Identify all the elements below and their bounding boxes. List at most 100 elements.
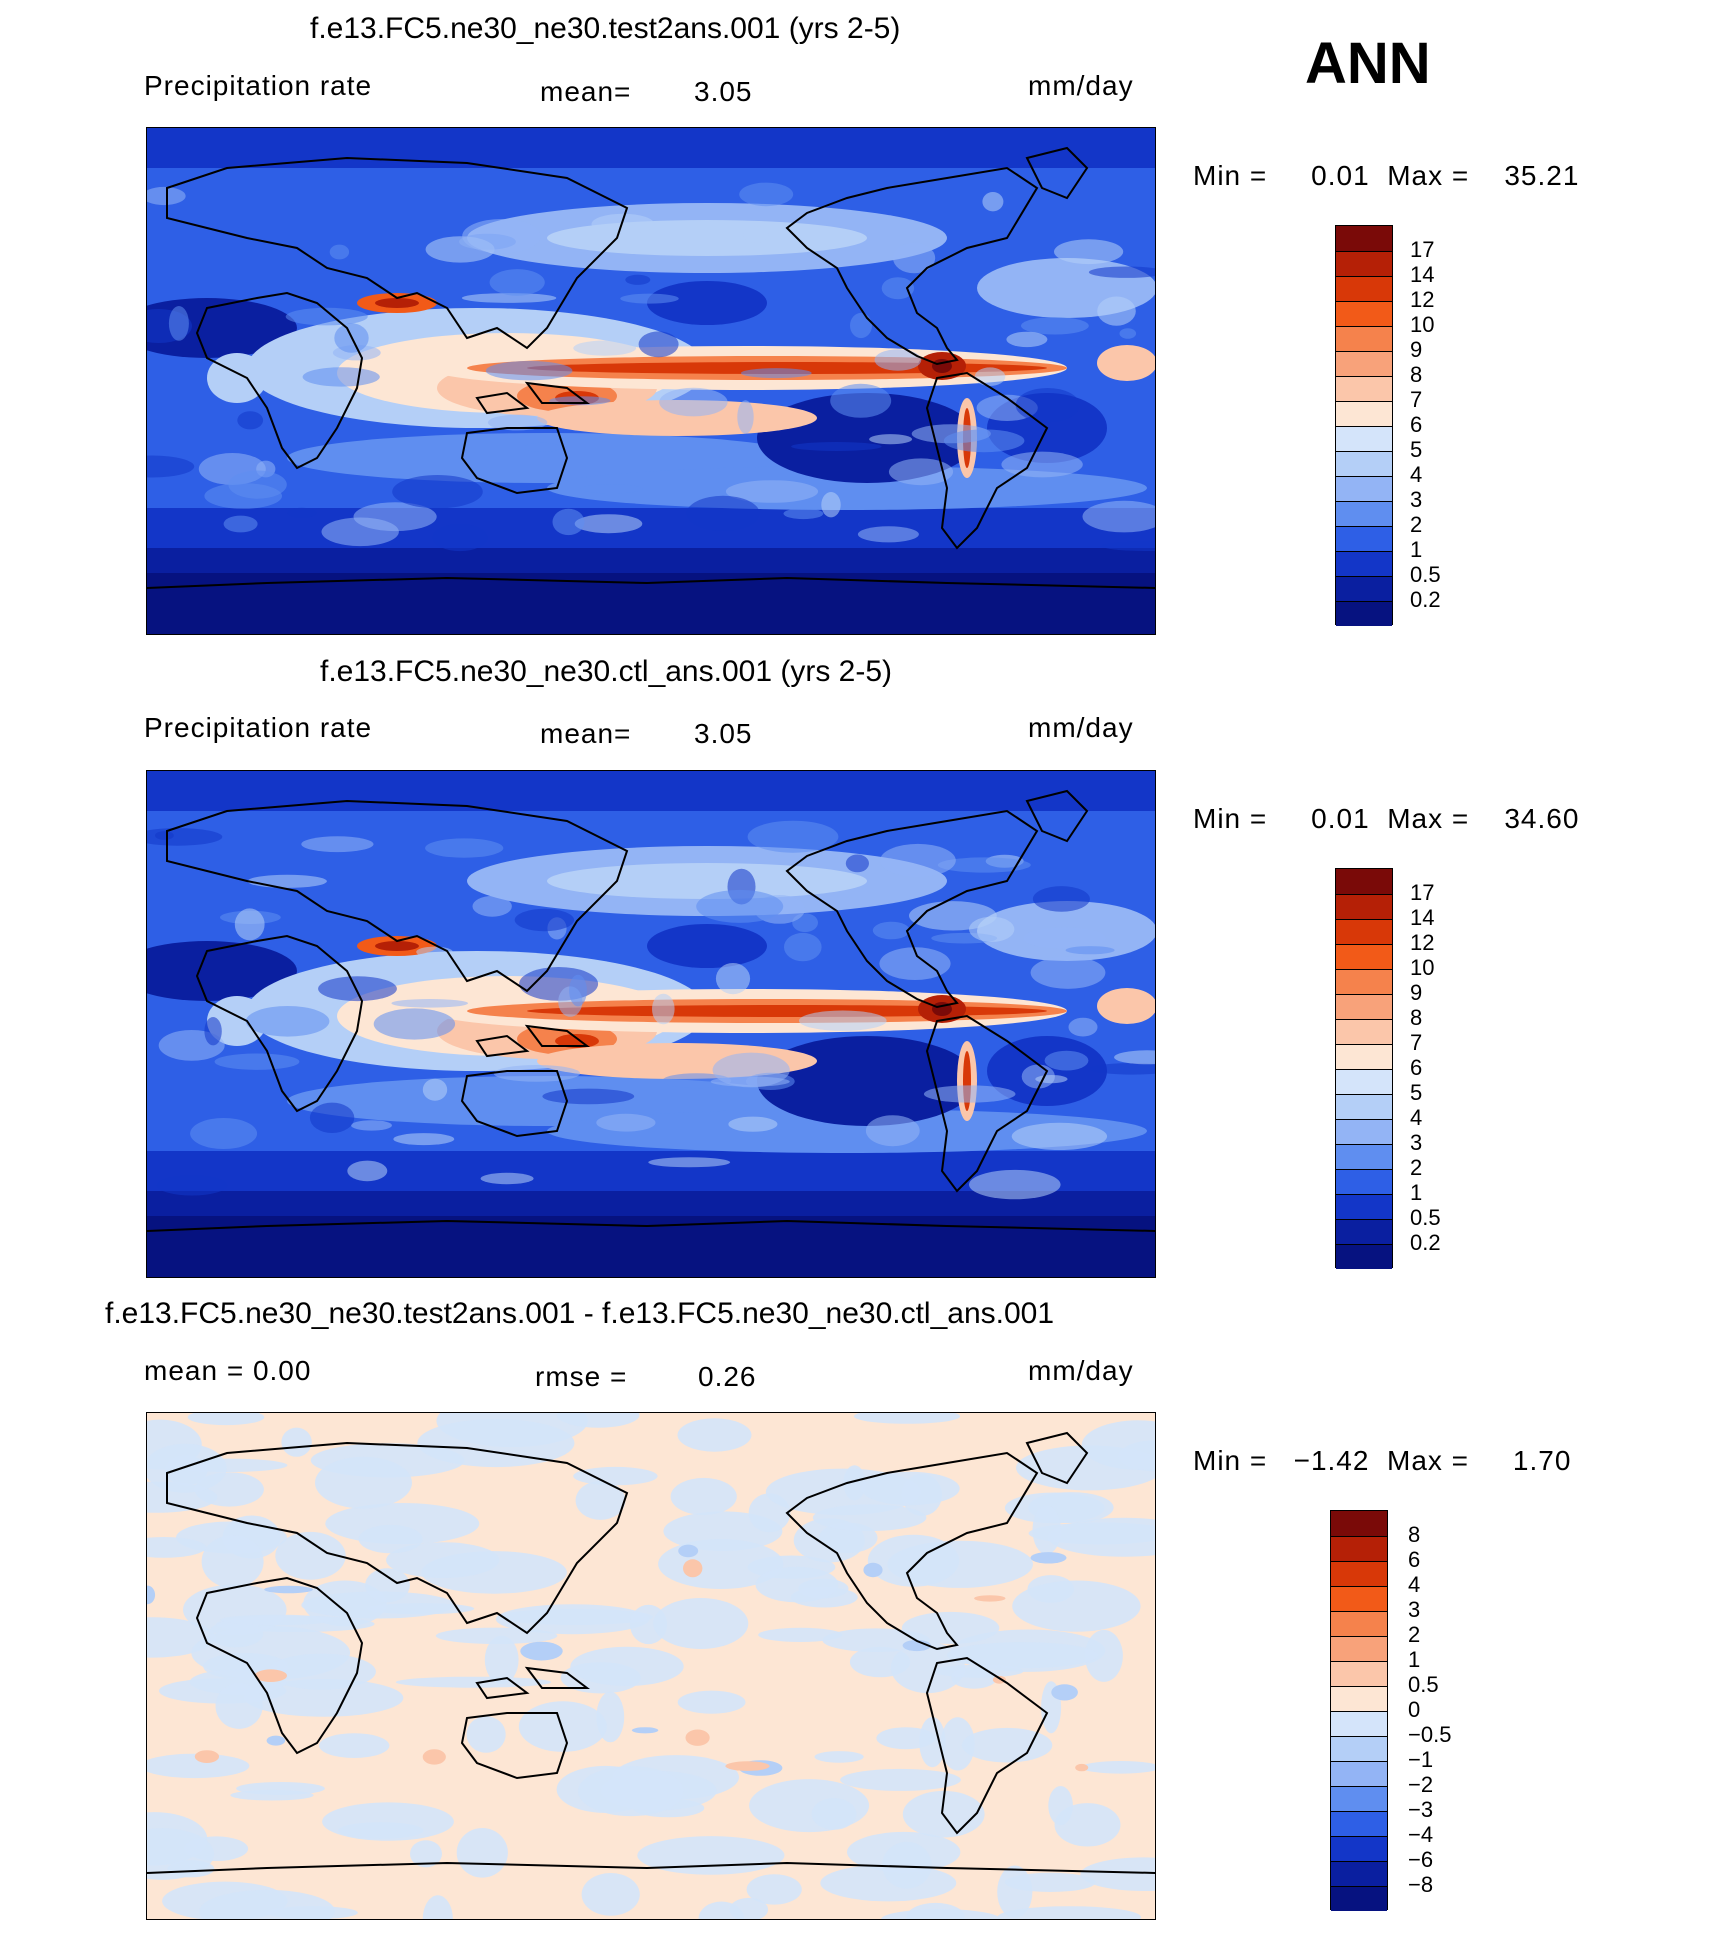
colorbar-tick-label: 12 bbox=[1410, 930, 1435, 955]
colorbar-tick-label: 4 bbox=[1410, 1105, 1423, 1130]
colorbar-tick-label: 2 bbox=[1410, 512, 1423, 537]
colorbar-swatch bbox=[1336, 551, 1392, 576]
units-label: mm/day bbox=[1028, 1355, 1134, 1386]
colorbar-tick-label: 17 bbox=[1410, 237, 1435, 262]
colorbar-swatch bbox=[1331, 1811, 1387, 1836]
colorbar-tick-label: 8 bbox=[1408, 1522, 1421, 1547]
colorbar-swatch bbox=[1331, 1511, 1387, 1536]
colorbar-swatch bbox=[1336, 476, 1392, 501]
colorbar-tick-label: 1 bbox=[1410, 537, 1423, 562]
colorbar-swatch bbox=[1336, 1194, 1392, 1219]
colorbar-swatch bbox=[1331, 1861, 1387, 1886]
map-panel bbox=[146, 1412, 1156, 1920]
colorbar-swatch bbox=[1336, 1219, 1392, 1244]
map-panel bbox=[146, 127, 1156, 635]
colorbar-tick-label: 17 bbox=[1410, 880, 1435, 905]
colorbar-swatch bbox=[1336, 1094, 1392, 1119]
colorbar-swatch bbox=[1336, 501, 1392, 526]
colorbar-tick-label: 6 bbox=[1410, 412, 1423, 437]
colorbar-swatch bbox=[1336, 251, 1392, 276]
colorbar-swatch bbox=[1331, 1661, 1387, 1686]
colorbar-tick-label: 3 bbox=[1410, 1130, 1423, 1155]
left-label: Precipitation rate bbox=[144, 712, 373, 743]
map-svg bbox=[147, 1413, 1155, 1919]
colorbar-tick-label: −4 bbox=[1408, 1822, 1434, 1847]
colorbar-tick-label: −1 bbox=[1408, 1747, 1434, 1772]
colorbar-swatch bbox=[1336, 401, 1392, 426]
left-label: mean = 0.00 bbox=[144, 1355, 312, 1386]
panel-title: f.e13.FC5.ne30_ne30.test2ans.001 (yrs 2-… bbox=[310, 12, 901, 45]
colorbar-tick-label: 0.5 bbox=[1410, 1205, 1441, 1230]
colorbar-tick-label: 5 bbox=[1410, 437, 1423, 462]
colorbar-swatch bbox=[1331, 1786, 1387, 1811]
colorbar-tick-label: 2 bbox=[1410, 1155, 1423, 1180]
colorbar-swatch bbox=[1336, 601, 1392, 626]
colorbar-tick-label: 6 bbox=[1410, 1055, 1423, 1080]
colorbar-swatch bbox=[1336, 276, 1392, 301]
colorbar-swatch bbox=[1331, 1636, 1387, 1661]
colorbar-tick-label: 4 bbox=[1408, 1572, 1421, 1597]
min-max-stats: Min = 0.01 Max = 34.60 bbox=[1193, 803, 1580, 834]
mid-label: rmse = bbox=[535, 1361, 628, 1392]
mid-label: mean= bbox=[540, 76, 632, 107]
left-label: Precipitation rate bbox=[144, 70, 373, 101]
colorbar-swatch bbox=[1331, 1686, 1387, 1711]
colorbar-swatch bbox=[1331, 1536, 1387, 1561]
map-svg bbox=[147, 771, 1155, 1277]
colorbar-tick-label: 0.2 bbox=[1410, 587, 1441, 612]
season-label: ANN bbox=[1305, 31, 1431, 96]
colorbar-swatch bbox=[1336, 526, 1392, 551]
colorbar bbox=[1335, 225, 1393, 626]
colorbar-swatch bbox=[1336, 1169, 1392, 1194]
colorbar-swatch bbox=[1331, 1561, 1387, 1586]
colorbar-tick-label: 14 bbox=[1410, 262, 1435, 287]
colorbar-tick-label: 8 bbox=[1410, 362, 1423, 387]
colorbar-tick-label: 14 bbox=[1410, 905, 1435, 930]
map-panel bbox=[146, 770, 1156, 1278]
colorbar-swatch bbox=[1331, 1586, 1387, 1611]
colorbar-tick-label: 4 bbox=[1410, 462, 1423, 487]
colorbar-swatch bbox=[1336, 451, 1392, 476]
colorbar-tick-label: −3 bbox=[1408, 1797, 1434, 1822]
colorbar-tick-label: 9 bbox=[1410, 980, 1423, 1005]
colorbar-tick-label: −0.5 bbox=[1408, 1722, 1452, 1747]
colorbar-swatch bbox=[1336, 1044, 1392, 1069]
colorbar-swatch bbox=[1336, 894, 1392, 919]
colorbar-tick-label: 9 bbox=[1410, 337, 1423, 362]
colorbar-swatch bbox=[1331, 1886, 1387, 1911]
colorbar-swatch bbox=[1336, 919, 1392, 944]
colorbar-swatch bbox=[1336, 1069, 1392, 1094]
colorbar-swatch bbox=[1336, 426, 1392, 451]
colorbar-swatch bbox=[1336, 1244, 1392, 1269]
colorbar-tick-label: 7 bbox=[1410, 1030, 1423, 1055]
colorbar-tick-label: 0.5 bbox=[1410, 562, 1441, 587]
mid-value: 0.26 bbox=[698, 1361, 757, 1392]
panel-title: f.e13.FC5.ne30_ne30.ctl_ans.001 (yrs 2-5… bbox=[320, 655, 893, 688]
colorbar-tick-label: 6 bbox=[1408, 1547, 1421, 1572]
colorbar-tick-label: 12 bbox=[1410, 287, 1435, 312]
colorbar-tick-label: 8 bbox=[1410, 1005, 1423, 1030]
colorbar-tick-label: 3 bbox=[1408, 1597, 1421, 1622]
colorbar-swatch bbox=[1336, 376, 1392, 401]
colorbar-swatch bbox=[1331, 1611, 1387, 1636]
colorbar-swatch bbox=[1331, 1736, 1387, 1761]
colorbar-tick-label: 0.5 bbox=[1408, 1672, 1439, 1697]
colorbar-swatch bbox=[1336, 326, 1392, 351]
colorbar-swatch bbox=[1336, 226, 1392, 251]
mid-value: 3.05 bbox=[694, 718, 753, 749]
colorbar-swatch bbox=[1331, 1711, 1387, 1736]
colorbar-tick-label: −6 bbox=[1408, 1847, 1434, 1872]
colorbar-swatch bbox=[1336, 969, 1392, 994]
colorbar-swatch bbox=[1336, 994, 1392, 1019]
colorbar-swatch bbox=[1336, 351, 1392, 376]
units-label: mm/day bbox=[1028, 712, 1134, 743]
colorbar-swatch bbox=[1336, 576, 1392, 601]
colorbar-tick-label: 1 bbox=[1410, 1180, 1423, 1205]
mid-label: mean= bbox=[540, 718, 632, 749]
colorbar-swatch bbox=[1336, 301, 1392, 326]
colorbar-swatch bbox=[1331, 1761, 1387, 1786]
colorbar bbox=[1335, 868, 1393, 1269]
colorbar-tick-label: −2 bbox=[1408, 1772, 1434, 1797]
colorbar-tick-label: 0.2 bbox=[1410, 1230, 1441, 1255]
colorbar-tick-label: 10 bbox=[1410, 955, 1435, 980]
